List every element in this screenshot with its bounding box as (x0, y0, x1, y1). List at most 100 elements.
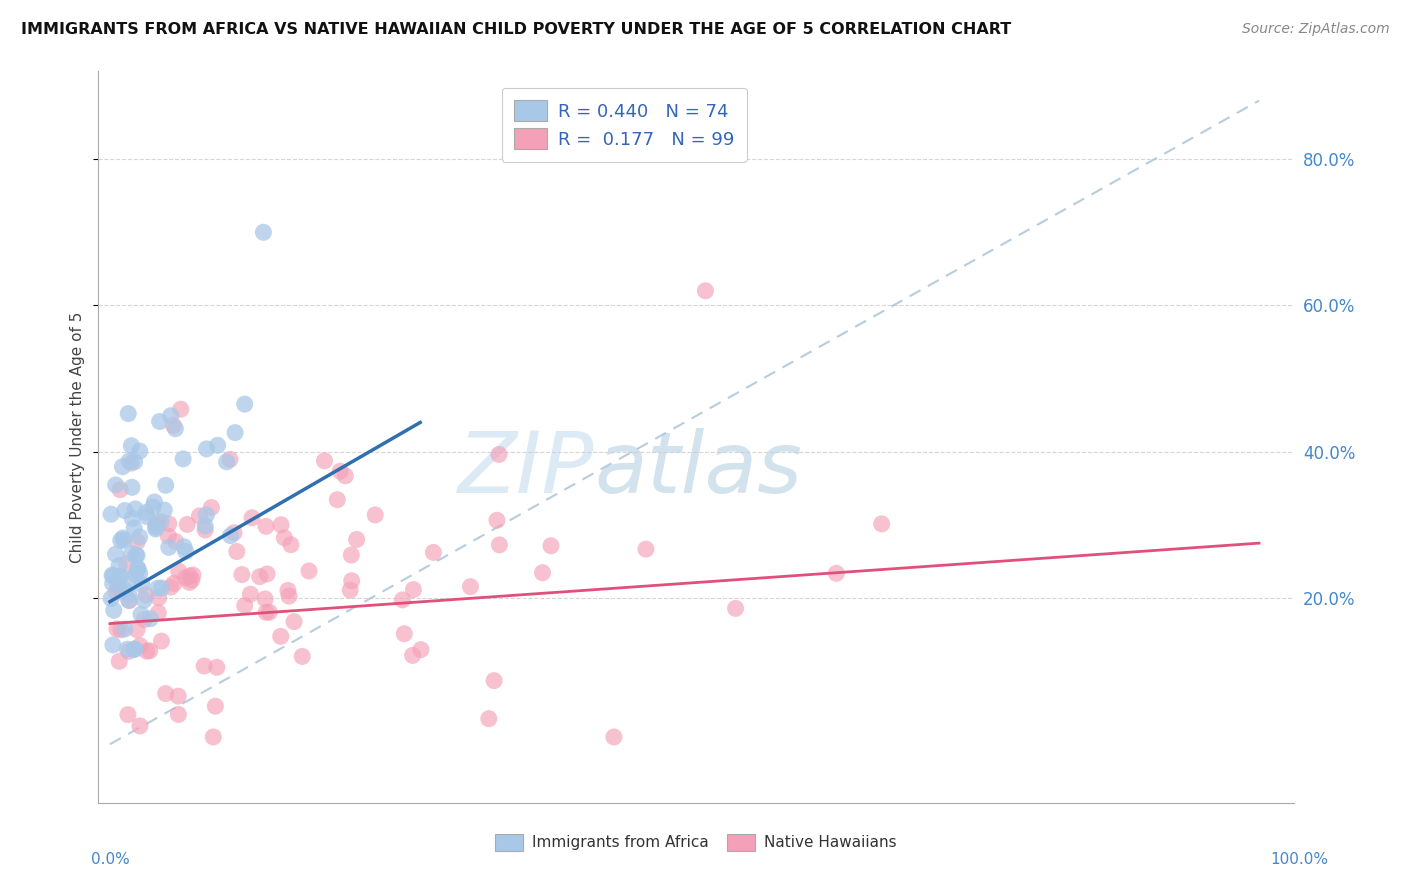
Point (125, 548, 148, 562)
Point (225, 544, 247, 558)
Point (110, 623, 132, 637)
Point (159, 409, 181, 423)
Point (100, 507, 122, 521)
Point (409, 642, 432, 657)
Point (125, 549, 148, 563)
Point (329, 464, 352, 478)
Point (108, 654, 131, 668)
Point (219, 452, 242, 467)
Point (110, 533, 132, 548)
Point (195, 508, 218, 522)
Point (101, 576, 124, 591)
Point (117, 642, 139, 657)
Point (107, 577, 129, 591)
Point (155, 478, 177, 492)
Point (128, 566, 150, 581)
Point (121, 480, 143, 494)
Point (825, 566, 848, 581)
Point (135, 644, 157, 658)
Point (298, 564, 321, 578)
Point (145, 520, 167, 534)
Point (179, 575, 201, 590)
Text: 100.0%: 100.0% (1271, 852, 1329, 867)
Point (222, 525, 245, 540)
Point (176, 517, 198, 532)
Point (138, 644, 160, 658)
Point (125, 623, 148, 637)
Point (124, 567, 146, 582)
Point (112, 533, 135, 548)
Point (180, 573, 202, 587)
Point (283, 615, 305, 629)
Point (145, 522, 167, 536)
Point (249, 569, 271, 583)
Point (339, 583, 361, 598)
Point (149, 414, 172, 428)
Point (204, 699, 226, 714)
Point (335, 468, 357, 483)
Point (135, 509, 157, 524)
Point (277, 583, 299, 598)
Point (326, 492, 349, 507)
Point (127, 534, 149, 549)
Point (114, 622, 136, 636)
Point (401, 648, 423, 663)
Point (478, 712, 501, 726)
Point (155, 687, 177, 701)
Point (231, 567, 253, 582)
Point (252, 225, 274, 239)
Point (163, 576, 186, 591)
Point (422, 545, 444, 559)
Point (200, 500, 222, 515)
Point (118, 454, 141, 468)
Point (173, 540, 195, 554)
Point (219, 529, 242, 543)
Point (101, 638, 124, 652)
Point (150, 581, 173, 595)
Point (603, 730, 626, 744)
Point (179, 569, 201, 583)
Point (153, 503, 176, 517)
Point (233, 397, 256, 411)
Point (202, 730, 225, 744)
Point (100, 591, 122, 606)
Point (131, 577, 153, 591)
Point (340, 574, 363, 588)
Point (117, 593, 139, 607)
Point (485, 513, 508, 527)
Point (114, 503, 136, 517)
Point (259, 605, 281, 619)
Point (148, 606, 170, 620)
Point (239, 587, 262, 601)
Point (634, 542, 657, 557)
Point (108, 558, 131, 573)
Point (111, 459, 134, 474)
Point (188, 508, 211, 523)
Point (174, 544, 197, 558)
Point (181, 568, 204, 582)
Point (215, 455, 238, 469)
Point (194, 523, 217, 537)
Point (117, 587, 139, 601)
Point (270, 517, 292, 532)
Point (165, 422, 187, 436)
Point (165, 534, 187, 549)
Point (194, 519, 217, 533)
Point (103, 603, 125, 617)
Point (482, 673, 505, 688)
Text: atlas: atlas (595, 428, 803, 511)
Point (291, 649, 314, 664)
Point (146, 516, 169, 530)
Text: 0.0%: 0.0% (91, 852, 131, 867)
Point (150, 634, 173, 648)
Point (124, 642, 146, 657)
Point (110, 582, 132, 597)
Point (128, 530, 150, 544)
Point (394, 626, 416, 640)
Point (143, 495, 166, 509)
Point (170, 402, 193, 417)
Point (157, 516, 180, 531)
Point (118, 644, 141, 658)
Point (364, 508, 387, 522)
Point (111, 531, 134, 545)
